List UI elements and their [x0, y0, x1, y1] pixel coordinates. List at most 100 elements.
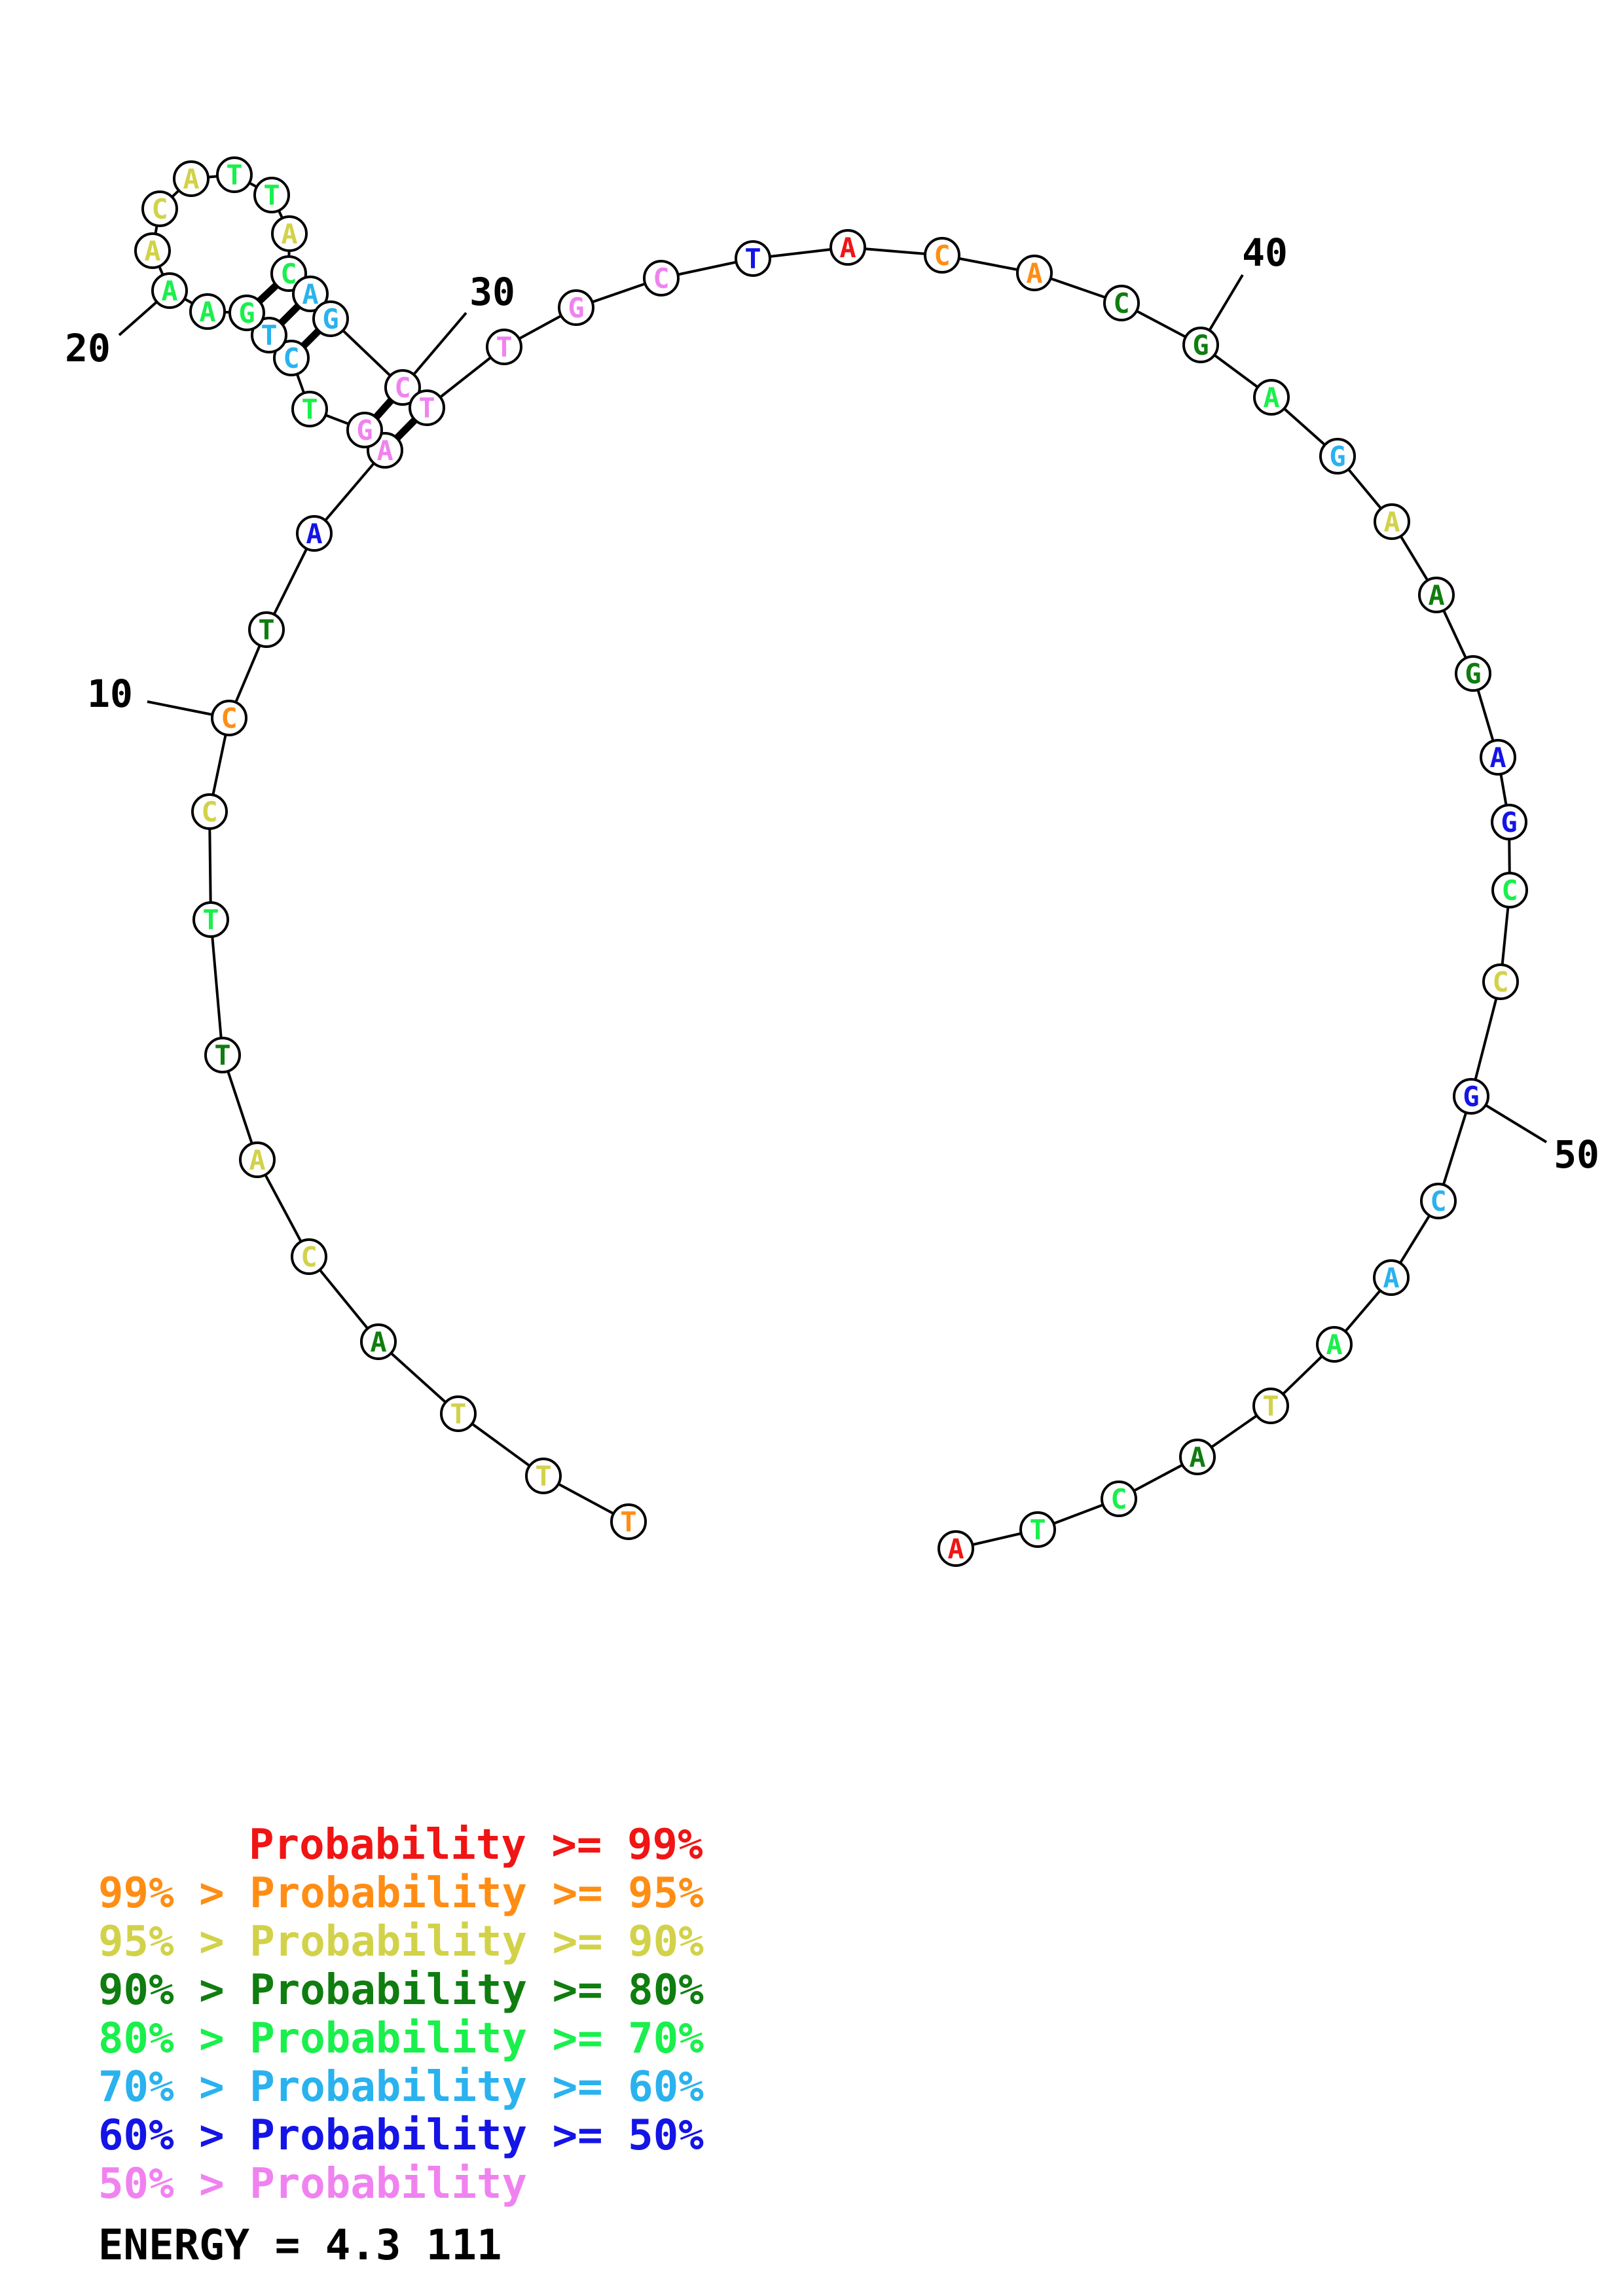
- energy-label: ENERGY = 4.3 111: [98, 2221, 502, 2270]
- nucleotide-letter: A: [1428, 579, 1444, 611]
- nucleotide-node: C: [291, 1238, 327, 1275]
- nucleotide-node: T: [192, 901, 229, 938]
- nucleotide-circle: [253, 177, 290, 213]
- nucleotide-node: G: [228, 295, 265, 331]
- nucleotide-node: G: [312, 300, 349, 337]
- nucleotide-circle: [1101, 1480, 1137, 1517]
- nucleotide-letter: T: [620, 1506, 636, 1538]
- nucleotide-letter: A: [302, 278, 318, 310]
- nucleotide-circle: [173, 160, 210, 197]
- nucleotide-circle: [384, 369, 421, 406]
- nucleotide-circle: [291, 1238, 327, 1275]
- nucleotide-circle: [248, 611, 285, 648]
- legend-row-70to80: 80% > Probability >= 70%: [98, 2015, 704, 2063]
- nucleotide-letter: A: [249, 1144, 265, 1176]
- nucleotide-letter: A: [1489, 742, 1506, 774]
- backbone-segment: [221, 1054, 259, 1160]
- nucleotide-circle: [558, 289, 594, 326]
- position-label: 50: [1554, 1132, 1599, 1177]
- nucleotide-letter: C: [934, 240, 950, 272]
- nucleotide-circle: [1480, 739, 1516, 776]
- nucleotide-node: A: [296, 515, 333, 552]
- nucleotide-circle: [1252, 1388, 1289, 1424]
- nucleotide-circle: [360, 1323, 397, 1360]
- nucleotide-node: A: [360, 1323, 397, 1360]
- nucleotide-circle: [1374, 503, 1410, 540]
- nucleotide-letter: A: [947, 1533, 964, 1565]
- nucleotide-letter: G: [1501, 806, 1517, 838]
- nucleotide-node: C: [191, 793, 228, 830]
- nucleotide-circle: [1491, 804, 1527, 840]
- nucleotide-letter: T: [214, 1039, 230, 1071]
- nucleotide-circle: [1103, 285, 1140, 321]
- nucleotide-node: C: [211, 700, 247, 736]
- nucleotide-letter: G: [1463, 1081, 1479, 1113]
- nucleotide-circle: [189, 293, 226, 330]
- nucleotide-letter: A: [281, 218, 297, 250]
- nucleotide-letter: C: [201, 796, 217, 828]
- nucleotide-letter: G: [238, 297, 255, 329]
- nucleotide-circle: [291, 391, 328, 427]
- nucleotide-letter: A: [1026, 257, 1042, 289]
- nucleotide-node: T: [735, 240, 771, 277]
- nucleotide-node: T: [440, 1395, 477, 1432]
- nucleotide-circle: [1453, 1078, 1489, 1115]
- nucleotide-node: G: [1491, 804, 1527, 840]
- nucleotide-letter: T: [226, 159, 242, 191]
- nucleotide-letter: C: [1492, 966, 1508, 998]
- nucleotide-circle: [312, 300, 349, 337]
- nucleotide-node: T: [291, 391, 328, 427]
- nucleotide-circle: [938, 1530, 974, 1567]
- nucleotide-circle: [1319, 438, 1356, 475]
- legend-row-80to90: 90% > Probability >= 80%: [98, 1966, 704, 2015]
- nucleotide-circle: [251, 317, 287, 353]
- nucleotide-node: G: [1182, 327, 1219, 363]
- nucleotide-letter: A: [1326, 1329, 1342, 1361]
- nucleotide-circle: [239, 1141, 276, 1178]
- nucleotide-circle: [1373, 1259, 1410, 1296]
- nucleotide-circle: [191, 793, 228, 830]
- nucleotide-node: G: [346, 412, 383, 448]
- nucleotide-circle: [1491, 872, 1528, 908]
- nucleotide-circle: [292, 276, 329, 312]
- nucleotide-circle: [1316, 1326, 1353, 1363]
- nucleotide-letter: T: [258, 614, 274, 646]
- nucleotide-node: A: [151, 272, 188, 309]
- nucleotide-circle: [151, 272, 188, 309]
- nucleotide-node: T: [1252, 1388, 1289, 1424]
- nucleotide-letter: A: [370, 1326, 386, 1358]
- legend-row-90to95: 95% > Probability >= 90%: [98, 1918, 704, 1966]
- nucleotide-node: T: [204, 1037, 241, 1073]
- position-label: 20: [65, 326, 111, 370]
- nucleotide-letter: C: [151, 193, 168, 225]
- nucleotide-node: A: [1418, 577, 1455, 613]
- nucleotide-letter: C: [1501, 874, 1518, 906]
- nucleotide-node: A: [938, 1530, 974, 1567]
- nucleotide-circle: [1179, 1439, 1216, 1475]
- nucleotide-circle: [1182, 327, 1219, 363]
- nucleotide-node: A: [292, 276, 329, 312]
- nucleotide-letter: A: [183, 163, 199, 195]
- nucleotide-node: A: [1253, 379, 1290, 416]
- nucleotide-node: C: [1103, 285, 1140, 321]
- nucleotide-node: C: [141, 190, 178, 227]
- nucleotide-letter: G: [1192, 329, 1209, 361]
- nucleotide-letter: T: [202, 904, 219, 936]
- nucleotide-circle: [1253, 379, 1290, 416]
- nucleotide-node: T: [1019, 1511, 1056, 1548]
- nucleotide-letter: G: [1465, 658, 1481, 690]
- nucleotide-circle: [486, 329, 522, 365]
- nucleotide-circle: [610, 1503, 647, 1540]
- nucleotide-node: G: [558, 289, 594, 326]
- nucleotide-node: A: [239, 1141, 276, 1178]
- nucleotide-node: C: [1420, 1183, 1457, 1219]
- nucleotide-letter: T: [1262, 1390, 1279, 1422]
- nucleotide-node: A: [830, 229, 866, 266]
- nucleotide-node: A: [134, 232, 171, 269]
- nucleotide-letter: C: [283, 342, 299, 374]
- nucleotide-letter: G: [356, 414, 373, 446]
- nucleotide-node: C: [643, 260, 680, 296]
- nucleotide-letter: T: [450, 1398, 466, 1430]
- nucleotide-circle: [1455, 655, 1491, 692]
